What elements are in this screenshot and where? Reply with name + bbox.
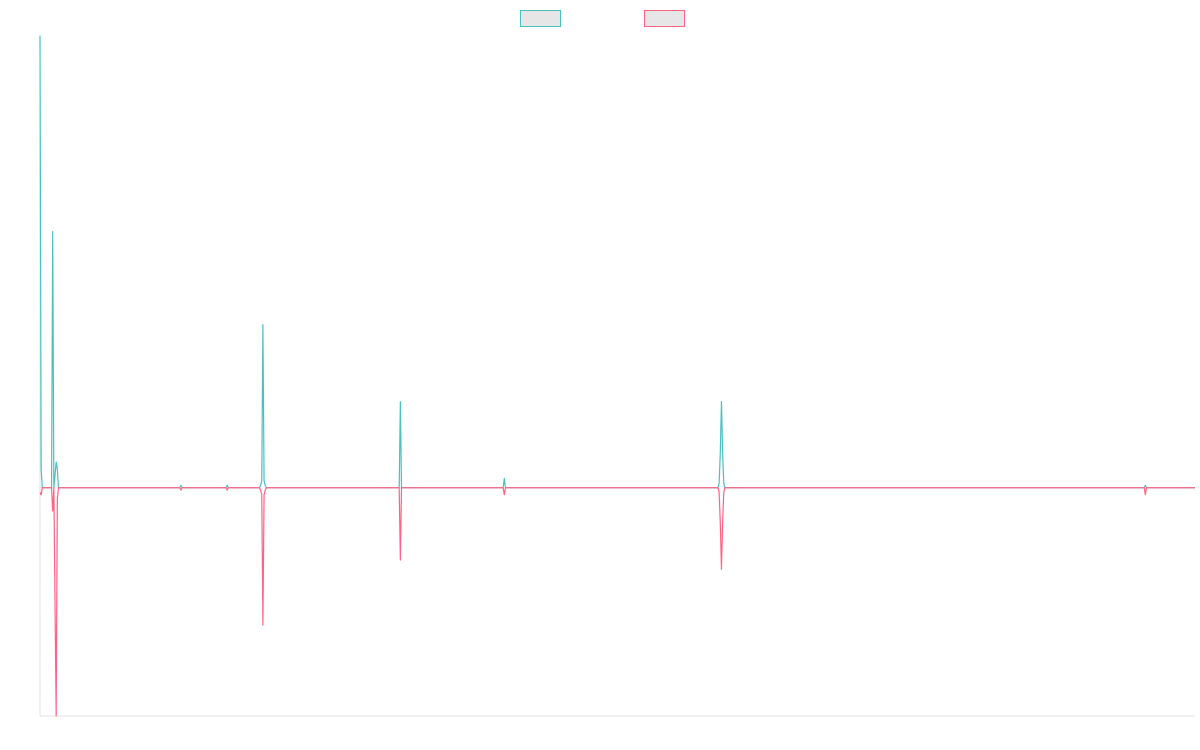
legend bbox=[520, 10, 685, 27]
legend-swatch bbox=[520, 10, 561, 27]
series-1 bbox=[39, 35, 1195, 489]
legend-swatch bbox=[644, 10, 685, 27]
series-layer bbox=[39, 35, 1195, 717]
axes bbox=[39, 34, 1195, 717]
series-line-2 bbox=[39, 487, 1195, 717]
legend-item-1[interactable] bbox=[520, 10, 561, 27]
legend-item-2[interactable] bbox=[644, 10, 685, 27]
series-line-1 bbox=[39, 35, 1195, 489]
series-2 bbox=[39, 487, 1195, 717]
